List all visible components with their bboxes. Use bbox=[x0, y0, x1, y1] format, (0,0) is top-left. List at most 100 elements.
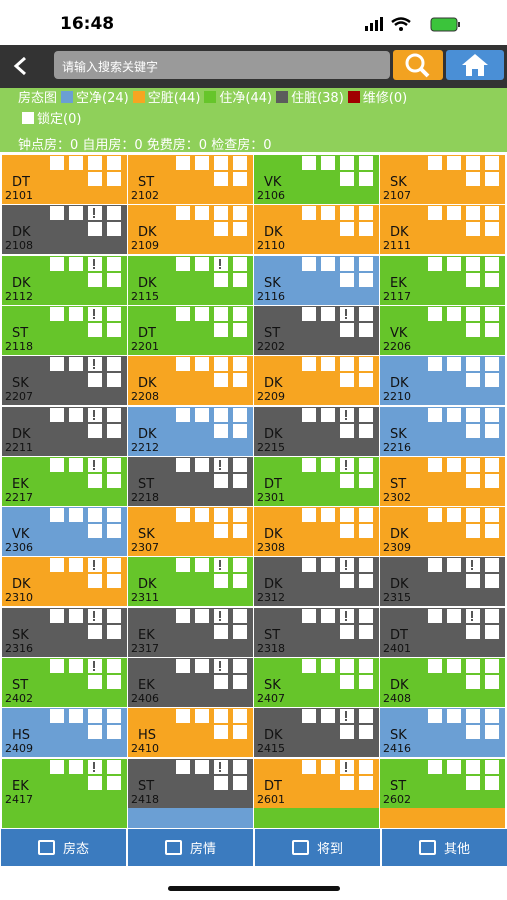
room-tile[interactable]: DK 2215 bbox=[254, 406, 379, 456]
indicator bbox=[214, 272, 228, 287]
room-tile[interactable]: VK 2206 bbox=[380, 305, 505, 355]
room-tile[interactable]: DK 2309 bbox=[380, 507, 505, 557]
tab[interactable]: 房情 bbox=[128, 829, 253, 866]
room-tile[interactable]: SK 2407 bbox=[254, 658, 379, 707]
legend-label: 住脏(38) bbox=[291, 91, 344, 106]
indicator bbox=[233, 306, 247, 321]
room-number: 2309 bbox=[383, 541, 411, 555]
indicator bbox=[321, 306, 335, 321]
room-tile[interactable]: SK 2116 bbox=[254, 255, 379, 305]
indicator bbox=[50, 608, 64, 623]
room-tile[interactable]: DT 2201 bbox=[128, 305, 253, 355]
room-tile[interactable]: EK 2406 bbox=[128, 658, 253, 707]
room-tile[interactable]: SK 2107 bbox=[380, 155, 505, 204]
room-type: EK bbox=[12, 778, 29, 794]
room-number: 2312 bbox=[257, 591, 285, 605]
indicator bbox=[233, 675, 247, 689]
room-tile[interactable]: ST 2418 bbox=[128, 758, 253, 808]
room-tile[interactable]: DK 2408 bbox=[380, 658, 505, 707]
room-tile[interactable]: DT 2101 bbox=[2, 155, 127, 204]
indicator bbox=[214, 508, 228, 523]
alert-bar bbox=[93, 359, 95, 367]
room-tile[interactable]: DK 2212 bbox=[128, 406, 253, 456]
indicator bbox=[466, 256, 480, 271]
room-tile[interactable]: DT 2301 bbox=[254, 456, 379, 506]
room-tile[interactable]: EK 2317 bbox=[128, 607, 253, 657]
room-tile[interactable]: DK 2209 bbox=[254, 356, 379, 406]
room-tile[interactable]: EK 2217 bbox=[2, 456, 127, 506]
room-tile[interactable]: DT 2401 bbox=[380, 607, 505, 657]
tab[interactable]: 房态 bbox=[1, 829, 126, 866]
home-button[interactable] bbox=[446, 50, 504, 80]
search-input[interactable]: 请输入搜索关键字 bbox=[54, 51, 390, 79]
room-tile[interactable]: SK 2207 bbox=[2, 356, 127, 406]
indicator bbox=[485, 206, 499, 221]
indicator bbox=[107, 423, 121, 438]
room-tile[interactable]: DT 2601 bbox=[254, 758, 379, 808]
room-tile[interactable]: DK 2315 bbox=[380, 557, 505, 607]
room-tile[interactable]: ST 2202 bbox=[254, 305, 379, 355]
room-tile[interactable]: EK 2417 bbox=[2, 758, 127, 808]
room-tile[interactable]: SK 2216 bbox=[380, 406, 505, 456]
indicator bbox=[466, 608, 480, 623]
indicator bbox=[428, 156, 442, 170]
room-tile[interactable]: DK 2110 bbox=[254, 205, 379, 255]
room-tile[interactable]: DK 2312 bbox=[254, 557, 379, 607]
room-tile[interactable]: DK 2415 bbox=[254, 708, 379, 758]
indicator bbox=[466, 709, 480, 724]
room-tile[interactable]: VK 2306 bbox=[2, 507, 127, 557]
room-tile[interactable]: ST 2602 bbox=[380, 758, 505, 808]
room-tile[interactable]: SK 2316 bbox=[2, 607, 127, 657]
room-type: SK bbox=[390, 175, 407, 190]
indicator bbox=[466, 725, 480, 740]
room-tile[interactable]: DK 2310 bbox=[2, 557, 127, 607]
indicator bbox=[485, 608, 499, 623]
room-type: SK bbox=[264, 275, 281, 291]
alert-dot bbox=[345, 467, 347, 470]
room-tile[interactable]: DK 2115 bbox=[128, 255, 253, 305]
room-tile[interactable]: DK 2208 bbox=[128, 356, 253, 406]
room-tile[interactable]: DK 2311 bbox=[128, 557, 253, 607]
room-tile[interactable]: DK 2210 bbox=[380, 356, 505, 406]
room-tile[interactable]: DK 2308 bbox=[254, 507, 379, 557]
room-number: 2308 bbox=[257, 541, 285, 555]
room-tile[interactable]: DK 2112 bbox=[2, 255, 127, 305]
legend-label: 住净(44) bbox=[219, 91, 273, 106]
room-tile[interactable]: ST 2318 bbox=[254, 607, 379, 657]
room-tile[interactable]: SK 2307 bbox=[128, 507, 253, 557]
indicator bbox=[466, 357, 480, 372]
room-tile[interactable]: DK 2108 bbox=[2, 205, 127, 255]
room-tile[interactable]: VK 2106 bbox=[254, 155, 379, 204]
alert-bar bbox=[93, 308, 95, 316]
back-button[interactable] bbox=[12, 56, 30, 76]
indicator bbox=[340, 407, 354, 422]
indicator bbox=[176, 256, 190, 271]
indicator bbox=[485, 222, 499, 237]
tab[interactable]: 其他 bbox=[382, 829, 507, 866]
room-tile[interactable]: ST 2302 bbox=[380, 456, 505, 506]
alert-bar bbox=[93, 258, 95, 266]
room-tile[interactable]: SK 2416 bbox=[380, 708, 505, 758]
indicator bbox=[340, 172, 354, 186]
indicator bbox=[214, 574, 228, 589]
room-tile[interactable]: DK 2111 bbox=[380, 205, 505, 255]
indicator bbox=[233, 624, 247, 639]
tab[interactable]: 将到 bbox=[255, 829, 380, 866]
indicator bbox=[195, 709, 209, 724]
room-tile[interactable]: ST 2218 bbox=[128, 456, 253, 506]
room-tile[interactable]: HS 2409 bbox=[2, 708, 127, 758]
room-tile[interactable]: DK 2109 bbox=[128, 205, 253, 255]
indicator bbox=[340, 709, 354, 724]
room-tile[interactable]: ST 2118 bbox=[2, 305, 127, 355]
room-tile[interactable]: HS 2410 bbox=[128, 708, 253, 758]
room-tile[interactable]: EK 2117 bbox=[380, 255, 505, 305]
alert-dot bbox=[93, 316, 95, 319]
room-tile[interactable]: ST 2402 bbox=[2, 658, 127, 707]
search-button[interactable] bbox=[393, 50, 443, 80]
indicator bbox=[233, 407, 247, 422]
room-tile[interactable]: ST 2102 bbox=[128, 155, 253, 204]
indicator bbox=[485, 675, 499, 689]
room-type: DT bbox=[264, 476, 282, 492]
room-tile[interactable]: DK 2211 bbox=[2, 406, 127, 456]
room-number: 2317 bbox=[131, 641, 159, 655]
